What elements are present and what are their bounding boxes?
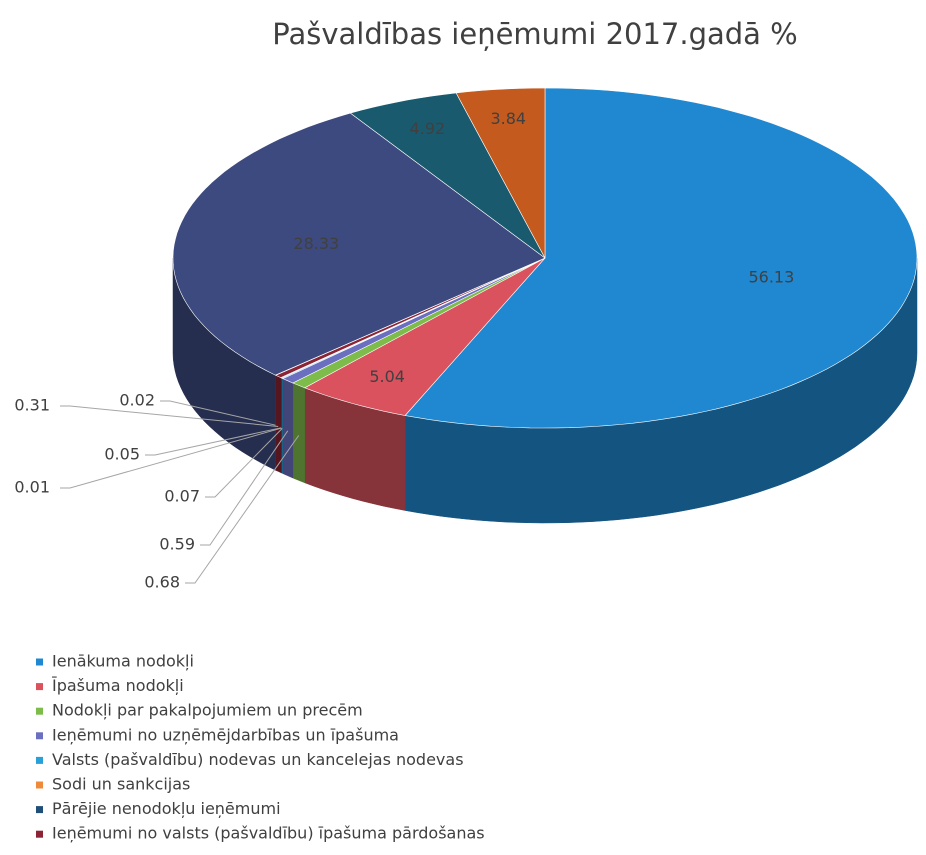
leader-line xyxy=(200,430,289,546)
data-label: 0.31 xyxy=(14,396,50,415)
data-label: 0.02 xyxy=(119,391,155,410)
leader-line xyxy=(160,400,276,426)
legend-label: Īpašuma nodokļi xyxy=(52,676,184,695)
legend-marker xyxy=(36,806,43,814)
leader-line xyxy=(60,405,279,427)
slice xyxy=(404,87,918,429)
legend-marker xyxy=(36,830,43,838)
leader-line xyxy=(185,435,300,584)
data-label: 0.01 xyxy=(14,478,50,497)
legend-marker xyxy=(36,658,43,666)
data-label: 0.59 xyxy=(159,535,195,554)
data-label: 3.84 xyxy=(490,109,526,128)
legend-marker xyxy=(36,707,43,715)
slice-side xyxy=(282,378,294,479)
data-label: 28.33 xyxy=(293,234,339,253)
leader-line xyxy=(145,427,282,456)
legend-label: Ieņēmumi no uzņēmējdarbības un īpašuma xyxy=(52,725,399,744)
data-label: 0.07 xyxy=(164,487,200,506)
data-label: 0.68 xyxy=(144,573,180,592)
slice-side xyxy=(292,382,305,484)
data-label: 0.05 xyxy=(104,445,140,464)
legend-label: Ienākuma nodokļi xyxy=(52,652,194,671)
legend-marker xyxy=(36,756,43,764)
leader-line xyxy=(60,427,282,489)
slice xyxy=(349,92,546,259)
legend-label: Ieņēmumi no valsts (pašvaldību) īpašuma … xyxy=(52,824,485,843)
legend-label: Pārējie nenodokļu ieņēmumi xyxy=(52,799,281,818)
legend-marker xyxy=(36,732,43,740)
legend-label: Nodokļi par pakalpojumiem un precēm xyxy=(52,701,363,720)
data-label: 56.13 xyxy=(748,268,794,287)
slice xyxy=(455,87,546,259)
data-label: 4.92 xyxy=(410,119,446,138)
legend-marker xyxy=(36,683,43,691)
slice-side xyxy=(275,374,281,473)
slice xyxy=(303,257,546,416)
chart-title: Pašvaldības ieņēmumi 2017.gadā % xyxy=(272,17,797,51)
legend-label: Valsts (pašvaldību) nodevas un kanceleja… xyxy=(52,750,464,769)
data-label: 5.04 xyxy=(369,367,405,386)
legend-marker xyxy=(36,781,43,789)
legend-label: Sodi un sankcijas xyxy=(52,775,190,794)
leader-line xyxy=(205,427,283,498)
slice xyxy=(172,112,546,376)
